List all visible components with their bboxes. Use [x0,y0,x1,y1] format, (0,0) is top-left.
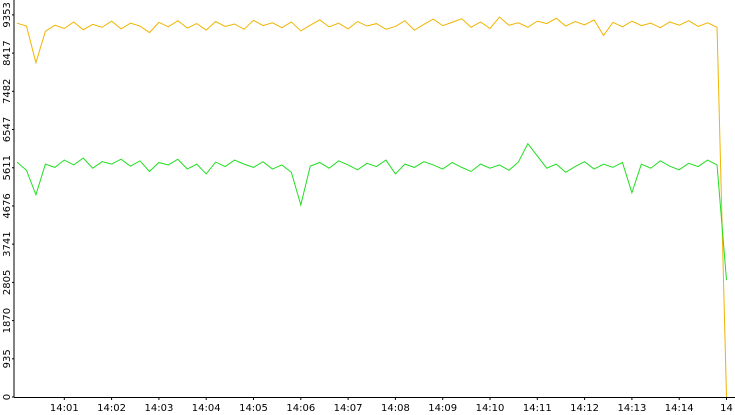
y-tick-label: 3741 [2,231,13,256]
y-tick-label: 8417 [2,40,13,65]
x-tick-label: 14:09 [428,403,457,414]
x-tick-label: 14 [720,403,733,414]
x-tick-label: 14:07 [334,403,363,414]
y-tick-label: 4676 [2,193,13,218]
series-line [16,16,727,398]
x-tick-label: 14:13 [617,403,646,414]
y-tick-label: 9353 [2,2,13,27]
x-tick-label: 14:11 [523,403,552,414]
x-tick-label: 14:12 [570,403,599,414]
y-tick-label: 2805 [2,270,13,295]
y-tick-label: 1870 [2,308,13,333]
x-tick-label: 14:14 [665,403,694,414]
x-tick-label: 14:01 [50,403,79,414]
x-tick-label: 14:06 [286,403,315,414]
y-tick-label: 5611 [2,155,13,180]
y-tick-label: 0 [2,394,13,400]
x-tick-label: 14:10 [476,403,505,414]
y-tick-label: 6547 [2,117,13,142]
y-tick-label: 935 [2,349,13,368]
x-tick-label: 14:02 [97,403,126,414]
x-tick-label: 14:05 [239,403,268,414]
series-line [16,142,727,281]
y-tick-label: 7482 [2,79,13,104]
x-tick-label: 14:04 [192,403,221,414]
x-tick-label: 14:03 [144,403,173,414]
x-tick-label: 14:08 [381,403,410,414]
